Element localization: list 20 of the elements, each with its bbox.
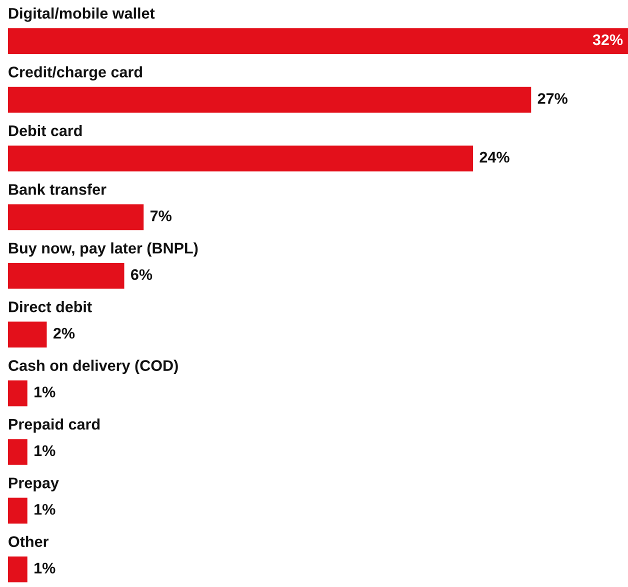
y-tick-label: Bank transfer xyxy=(9,184,106,195)
data-label: 24% xyxy=(480,152,510,163)
y-tick-label: Prepay xyxy=(9,478,59,492)
data-label: 2% xyxy=(53,328,75,339)
data-label: 27% xyxy=(538,93,568,104)
y-tick-label: Other xyxy=(8,536,49,548)
y-tick-label: Debit card xyxy=(9,124,82,136)
data-label: 1% xyxy=(34,386,56,398)
y-tick-label: Prepaid card xyxy=(9,418,100,433)
data-label: 1% xyxy=(34,445,56,456)
y-tick-label: Cash on delivery (COD) xyxy=(8,360,178,374)
data-label: 32% xyxy=(592,34,623,46)
y-tick-label: Buy now, pay later (BNPL) xyxy=(9,242,198,257)
data-label: 1% xyxy=(34,562,56,574)
data-label: 7% xyxy=(150,210,172,222)
data-label: 6% xyxy=(131,269,152,280)
y-tick-label: Direct debit xyxy=(9,301,92,312)
y-tick-label: Digital/mobile wallet xyxy=(9,8,155,22)
data-label: 1% xyxy=(34,504,56,515)
y-tick-label: Credit/charge card xyxy=(8,66,142,81)
